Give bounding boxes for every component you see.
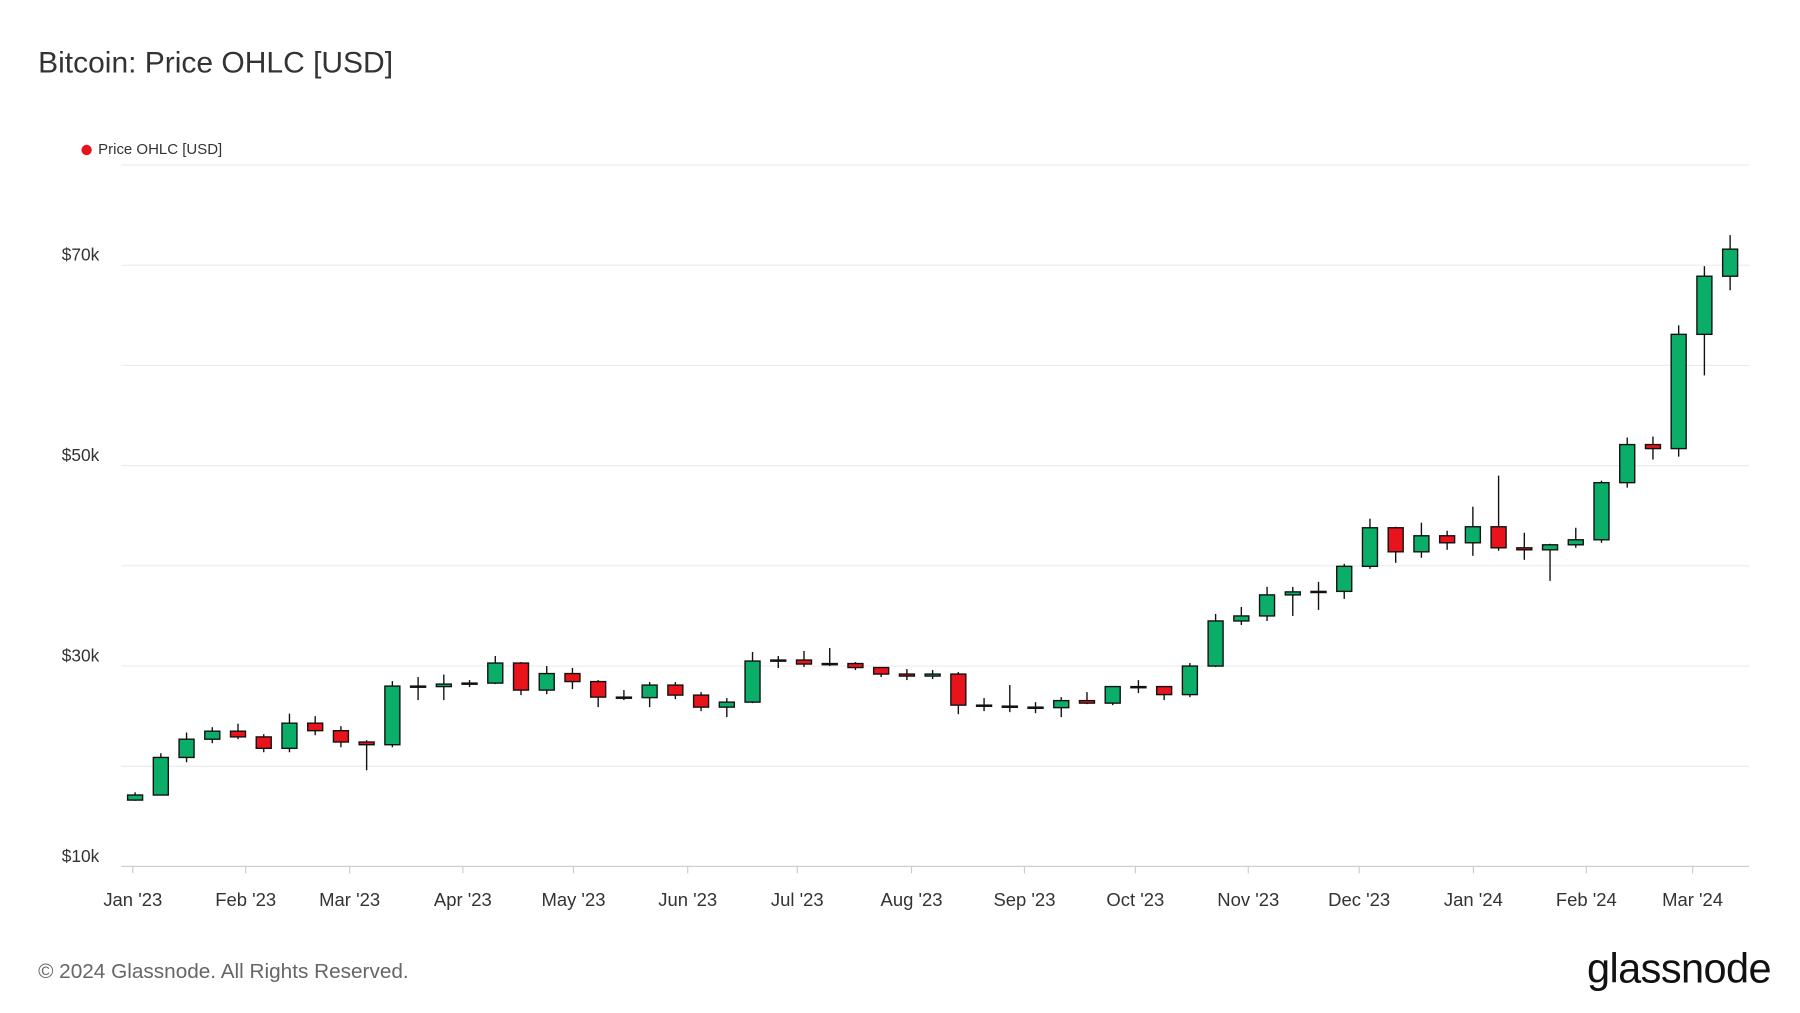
candle-body	[1619, 443, 1636, 484]
candle-body	[538, 672, 555, 691]
x-tick-label: Oct '23	[1106, 889, 1164, 910]
candle-body	[1490, 526, 1507, 549]
x-tick-label: Sep '23	[993, 889, 1055, 910]
candle-body	[898, 673, 916, 677]
y-tick-label: $10k	[62, 846, 100, 866]
candle-body	[1284, 591, 1301, 596]
candle-body	[1104, 685, 1121, 704]
x-tick-label: Nov '23	[1217, 889, 1279, 910]
candle-body	[847, 662, 864, 669]
candle-body	[744, 660, 761, 703]
candle-body	[1696, 275, 1713, 336]
candle-body	[1361, 527, 1379, 568]
x-tick-label: Jul '23	[771, 889, 824, 910]
candle-body	[1155, 685, 1173, 696]
candle-body	[306, 722, 324, 732]
candle-body	[1567, 539, 1584, 546]
candle-body	[692, 694, 710, 708]
candle-body	[204, 730, 221, 740]
candle-body	[641, 684, 658, 699]
x-tick-label: Jan '24	[1444, 889, 1503, 910]
candle-body	[1207, 620, 1224, 667]
candle-body	[1258, 594, 1276, 617]
candle-body	[1181, 665, 1199, 696]
candle-body	[1027, 706, 1044, 709]
candle-body	[126, 794, 144, 801]
candle-body	[1438, 535, 1456, 544]
candle-body	[615, 696, 633, 699]
x-tick-label: Dec '23	[1328, 889, 1390, 910]
legend-marker	[81, 144, 92, 156]
candle-body	[1001, 705, 1018, 708]
candle-body	[435, 683, 453, 688]
candle-body	[332, 729, 350, 743]
y-tick-label: $30k	[62, 645, 100, 665]
candle-body	[718, 701, 735, 708]
candle-body	[1336, 565, 1353, 593]
candle-body	[229, 730, 247, 738]
x-tick-label: Aug '23	[881, 889, 943, 910]
y-tick-label: $50k	[62, 445, 100, 465]
candle-body	[1721, 248, 1739, 277]
candle-body	[1541, 544, 1559, 551]
x-tick-label: Mar '23	[319, 889, 380, 910]
candle-body	[178, 738, 195, 759]
candle-body	[1644, 443, 1662, 450]
candle-body	[512, 662, 530, 691]
candle-body	[1053, 699, 1070, 709]
candle-body	[975, 704, 993, 707]
candle-body	[1413, 535, 1430, 553]
candle-body	[1310, 590, 1327, 594]
candle-body	[564, 672, 581, 683]
x-tick-label: Apr '23	[434, 889, 492, 910]
logo: glassnode	[1587, 944, 1771, 991]
candle-body	[1130, 685, 1147, 689]
candle-body	[770, 659, 787, 662]
candle-body	[255, 736, 272, 750]
candle-body	[667, 684, 684, 696]
candle-body	[1233, 615, 1250, 622]
candle-body	[281, 722, 298, 750]
candle-body	[358, 741, 375, 746]
y-tick-label: $70k	[62, 245, 100, 265]
legend-label: Price OHLC [USD]	[98, 141, 222, 158]
candle-body	[872, 666, 890, 675]
candle-body	[1078, 699, 1096, 704]
copyright: © 2024 Glassnode. All Rights Reserved.	[38, 960, 409, 983]
candle-body	[950, 673, 967, 706]
candle-body	[1516, 547, 1533, 551]
x-tick-label: Jun '23	[658, 889, 717, 910]
chart-title: Bitcoin: Price OHLC [USD]	[38, 47, 393, 80]
candle-body	[384, 685, 401, 746]
x-tick-label: Mar '24	[1662, 889, 1723, 910]
candle-body	[795, 659, 813, 665]
x-tick-label: Jan '23	[103, 889, 162, 910]
candle-body	[924, 673, 941, 677]
candle-body	[589, 680, 607, 698]
candle-body	[1387, 527, 1404, 553]
candle-body	[1593, 481, 1610, 541]
x-tick-label: Feb '23	[215, 889, 276, 910]
x-tick-label: May '23	[541, 889, 605, 910]
x-tick-label: Feb '24	[1556, 889, 1617, 910]
candle-body	[1464, 526, 1482, 544]
candle-body	[487, 662, 504, 684]
candle-body	[1670, 333, 1687, 450]
candle-body	[461, 682, 478, 685]
candle-body	[409, 685, 427, 688]
candle-body	[821, 662, 838, 666]
candle-body	[152, 756, 170, 796]
